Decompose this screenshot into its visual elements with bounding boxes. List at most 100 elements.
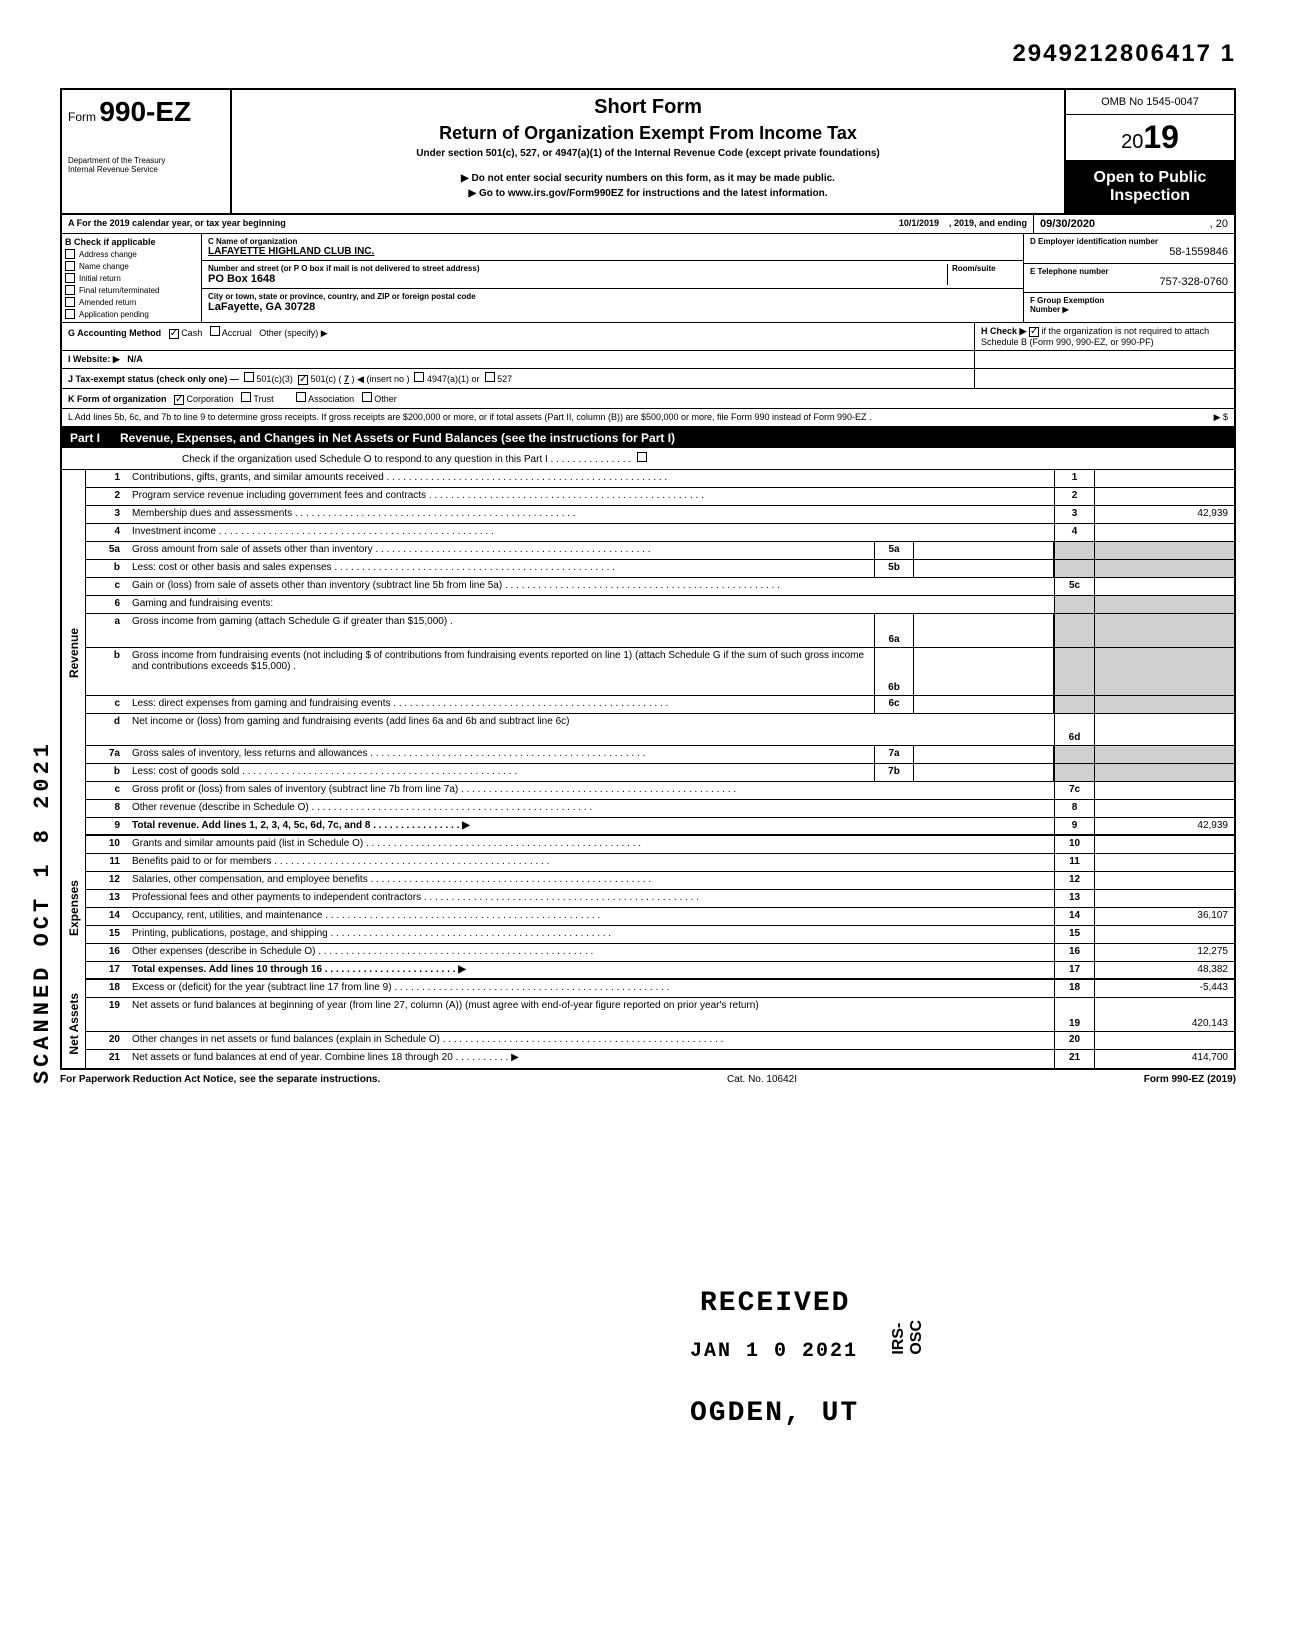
org-name-value: LAFAYETTE HIGHLAND CLUB INC.	[208, 246, 1017, 257]
grp-label: F Group Exemption	[1030, 296, 1104, 305]
checkbox-501c3[interactable]	[244, 372, 254, 382]
revenue-label: Revenue	[67, 628, 81, 678]
col-b-header: B Check if applicable	[65, 237, 198, 247]
line-17-value: 48,382	[1094, 962, 1234, 978]
checkbox-schedule-o[interactable]	[637, 452, 647, 462]
line-12-no: 12	[86, 872, 126, 889]
line-5b-no: b	[86, 560, 126, 577]
line-1-no: 1	[86, 470, 126, 487]
line-3-text: Membership dues and assessments .	[126, 506, 1054, 523]
line-6a-text: Gross income from gaming (attach Schedul…	[126, 614, 874, 647]
row-a-label: A For the 2019 calendar year, or tax yea…	[68, 218, 286, 230]
line-2-text: Program service revenue including govern…	[126, 488, 1054, 505]
line-11-text: Benefits paid to or for members	[126, 854, 1054, 871]
stamp-date: JAN 1 0 2021	[690, 1340, 858, 1363]
line-3-endno: 3	[1054, 506, 1094, 523]
row-k-label: K Form of organization	[68, 394, 167, 404]
line-17-endno: 17	[1054, 962, 1094, 978]
line-15-endno: 15	[1054, 926, 1094, 943]
line-6d-text: Net income or (loss) from gaming and fun…	[126, 714, 1054, 745]
checkbox-4947[interactable]	[414, 372, 424, 382]
checkbox-h[interactable]	[1029, 327, 1039, 337]
row-a-mid: , 2019, and ending	[949, 218, 1027, 230]
line-6c-subval	[914, 696, 1054, 713]
stamp-received: RECEIVED	[700, 1288, 850, 1319]
subtitle: Under section 501(c), 527, or 4947(a)(1)…	[242, 148, 1054, 159]
checkbox-final-return[interactable]	[65, 285, 75, 295]
checkbox-accrual[interactable]	[210, 326, 220, 336]
line-17-arrow: ▶	[458, 964, 466, 975]
label-accrual: Accrual	[222, 328, 252, 338]
line-7b-subno: 7b	[874, 764, 914, 781]
line-16-no: 16	[86, 944, 126, 961]
street-value: PO Box 1648	[208, 273, 947, 285]
form-header: Form 990-EZ Department of the Treasury I…	[60, 88, 1236, 215]
checkbox-assoc[interactable]	[296, 392, 306, 402]
line-17-text: Total expenses. Add lines 10 through 16 …	[132, 964, 328, 975]
line-7b-no: b	[86, 764, 126, 781]
checkbox-amended-return[interactable]	[65, 297, 75, 307]
part1-instr: Check if the organization used Schedule …	[182, 454, 631, 465]
line-18-value: -5,443	[1094, 980, 1234, 997]
label-cash: Cash	[181, 328, 202, 338]
label-corp: Corporation	[187, 394, 234, 404]
checkbox-corp[interactable]	[174, 395, 184, 405]
label-527: 527	[497, 374, 512, 384]
checkbox-trust[interactable]	[241, 392, 251, 402]
line-5a-subno: 5a	[874, 542, 914, 559]
open-public-1: Open to Public	[1070, 169, 1230, 187]
line-8-value	[1094, 800, 1234, 817]
checkbox-name-change[interactable]	[65, 261, 75, 271]
checkbox-address-change[interactable]	[65, 249, 75, 259]
line-7c-endno: 7c	[1054, 782, 1094, 799]
line-9-endno: 9	[1054, 818, 1094, 834]
line-15-no: 15	[86, 926, 126, 943]
line-21-value: 414,700	[1094, 1050, 1234, 1068]
line-13-endno: 13	[1054, 890, 1094, 907]
line-6-text: Gaming and fundraising events:	[126, 596, 1054, 613]
line-21-no: 21	[86, 1050, 126, 1068]
line-6c-subno: 6c	[874, 696, 914, 713]
checkbox-application-pending[interactable]	[65, 309, 75, 319]
grp-label2: Number ▶	[1030, 305, 1069, 314]
part1-title: Revenue, Expenses, and Changes in Net As…	[120, 431, 1226, 445]
checkbox-initial-return[interactable]	[65, 273, 75, 283]
tel-value: 757-328-0760	[1030, 276, 1228, 288]
stamp-ogden: OGDEN, UT	[690, 1398, 859, 1429]
checkbox-501c[interactable]	[298, 375, 308, 385]
line-5b-text: Less: cost or other basis and sales expe…	[126, 560, 874, 577]
line-21-text: Net assets or fund balances at end of ye…	[132, 1052, 453, 1063]
line-9-value: 42,939	[1094, 818, 1234, 834]
label-application-pending: Application pending	[79, 310, 149, 319]
open-public-2: Inspection	[1070, 187, 1230, 205]
netassets-label: Net Assets	[67, 993, 81, 1055]
label-501c-tail: ) ◀ (insert no )	[352, 374, 410, 384]
line-20-no: 20	[86, 1032, 126, 1049]
room-label: Room/suite	[952, 264, 1017, 273]
line-5c-endno: 5c	[1054, 578, 1094, 595]
line-6d-endno: 6d	[1054, 714, 1094, 745]
checkbox-cash[interactable]	[169, 329, 179, 339]
line-9-no: 9	[86, 818, 126, 834]
line-9-text: Total revenue. Add lines 1, 2, 3, 4, 5c,…	[132, 820, 370, 831]
line-1-endno: 1	[1054, 470, 1094, 487]
checkbox-other-org[interactable]	[362, 392, 372, 402]
checkbox-527[interactable]	[485, 372, 495, 382]
line-6d-value	[1094, 714, 1234, 745]
line-21-arrow: ▶	[511, 1052, 519, 1063]
label-final-return: Final return/terminated	[79, 286, 159, 295]
line-16-endno: 16	[1054, 944, 1094, 961]
label-amended-return: Amended return	[79, 298, 136, 307]
form-number: 990-EZ	[99, 96, 191, 127]
line-4-value	[1094, 524, 1234, 541]
label-501c3: 501(c)(3)	[256, 374, 293, 384]
line-14-no: 14	[86, 908, 126, 925]
line-19-text: Net assets or fund balances at beginning…	[126, 998, 1054, 1031]
row-h-label: H Check ▶	[981, 326, 1026, 336]
row-l-text: L Add lines 5b, 6c, and 7b to line 9 to …	[68, 412, 1214, 423]
line-7b-text: Less: cost of goods sold	[126, 764, 874, 781]
line-13-text: Professional fees and other payments to …	[126, 890, 1054, 907]
tel-label: E Telephone number	[1030, 267, 1228, 276]
city-label: City or town, state or province, country…	[208, 292, 1017, 301]
label-address-change: Address change	[79, 250, 137, 259]
